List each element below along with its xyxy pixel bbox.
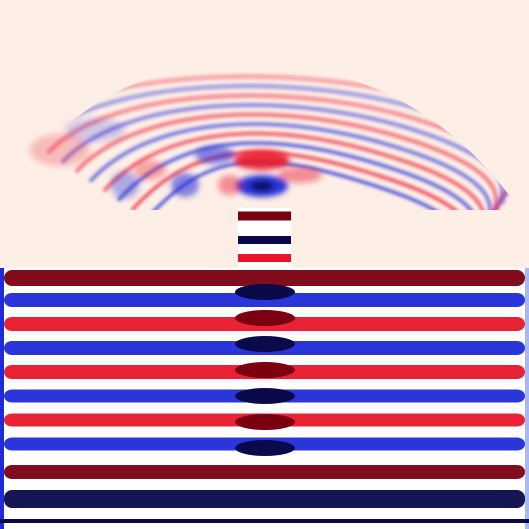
wavefront-arc	[102, 131, 486, 210]
field-blob	[195, 146, 235, 164]
field-blob	[65, 118, 125, 142]
field-blob	[30, 134, 90, 166]
wavefront-arc	[88, 122, 492, 210]
field-blob	[278, 167, 322, 183]
field-blob	[171, 173, 199, 197]
tank-floor	[0, 519, 529, 523]
slit-band	[238, 254, 291, 262]
central-node	[235, 440, 295, 456]
tank-left-wall	[0, 268, 4, 529]
slit-channel	[238, 208, 291, 268]
field-blob	[218, 175, 242, 195]
wavefront-arc	[130, 150, 474, 210]
slit-band	[238, 211, 291, 221]
wave-band	[4, 465, 525, 479]
wavefront-arc	[116, 141, 480, 210]
wavefront-blobs	[30, 118, 322, 199]
standing-wave-tank	[0, 268, 529, 529]
central-node	[235, 362, 295, 378]
central-node	[235, 388, 295, 404]
tank-right-wall	[525, 268, 529, 529]
central-node	[235, 310, 295, 326]
field-blob	[250, 181, 274, 191]
central-node	[235, 284, 295, 300]
field-blob	[234, 150, 290, 170]
wavefront-arc	[60, 103, 505, 210]
field-blob	[134, 160, 166, 180]
wavefront-arc	[74, 112, 498, 210]
wavefront-arc	[46, 93, 511, 210]
wave-band	[4, 490, 525, 508]
slit-band	[238, 236, 291, 244]
field-blob	[111, 171, 139, 199]
wave-band	[4, 293, 525, 307]
central-node	[235, 414, 295, 430]
wave-band	[4, 270, 525, 286]
wavefront-arc	[144, 160, 468, 210]
central-node	[235, 336, 295, 352]
